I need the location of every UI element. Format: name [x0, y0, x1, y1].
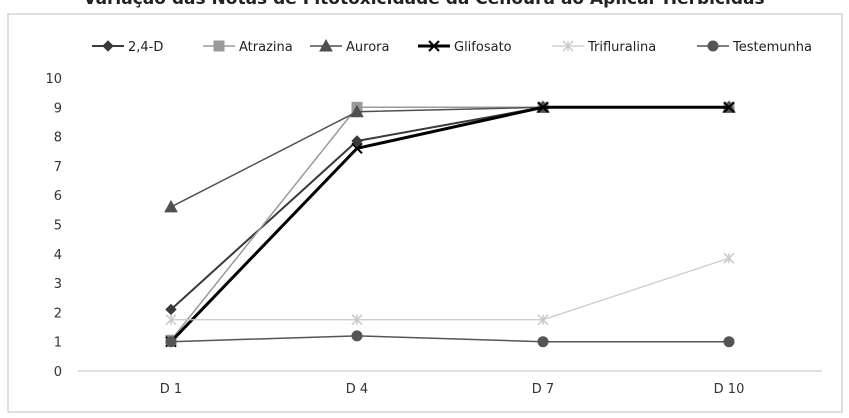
chart-frame — [7, 13, 843, 413]
axes: 0 1 2 3 4 5 6 7 8 9 10 D 1 D 4 D 7 D 10 — [45, 72, 822, 397]
x-tick-label: D 7 — [532, 382, 554, 397]
x-tick-label: D 4 — [346, 382, 368, 397]
y-tick-label: 7 — [54, 160, 62, 175]
y-tick-label: 9 — [54, 101, 62, 116]
data-point-testemunha — [351, 330, 363, 342]
legend-marker — [707, 40, 719, 52]
data-point-testemunha — [723, 336, 735, 348]
data-point-trifluralina — [351, 314, 363, 326]
series-testemunha — [165, 330, 735, 348]
series-atrazina — [165, 101, 735, 346]
data-point-glifosato — [723, 101, 735, 114]
legend-label: 2,4-D — [128, 40, 163, 55]
data-point-glifosato — [537, 101, 549, 114]
legend-label: Testemunha — [732, 40, 812, 55]
series-layer — [164, 100, 736, 348]
legend-label: Atrazina — [239, 40, 293, 55]
series-glifosato — [165, 101, 735, 348]
x-tick-label: D 10 — [714, 382, 745, 397]
legend-item-glifosato: Glifosato — [418, 40, 512, 55]
data-point-testemunha — [165, 336, 177, 348]
legend-item-aurora: Aurora — [310, 38, 389, 55]
data-point-aurora — [164, 199, 178, 213]
y-tick-label: 8 — [54, 131, 62, 146]
legend-marker — [428, 40, 440, 52]
data-point-2-4-d — [351, 135, 363, 147]
y-tick-label: 2 — [54, 306, 62, 321]
y-tick-label: 5 — [54, 219, 62, 234]
y-tick-label: 3 — [54, 277, 62, 292]
data-point-2-4-d — [165, 303, 177, 316]
data-point-trifluralina — [165, 314, 177, 326]
data-point-glifosato — [351, 142, 363, 155]
legend-marker — [562, 40, 574, 52]
series-trifluralina — [165, 252, 735, 326]
x-tick-label: D 1 — [160, 382, 182, 397]
legend: 2,4-D Atrazina Aurora Glifosato Trifluralina… — [92, 38, 812, 55]
data-point-trifluralina — [723, 252, 735, 264]
legend-label: Glifosato — [454, 40, 512, 55]
legend-marker — [213, 40, 225, 52]
legend-item-trifluralina: Trifluralina — [552, 40, 656, 55]
legend-item-2-4-d: 2,4-D — [92, 40, 163, 55]
y-tick-label: 1 — [54, 336, 62, 351]
series-line-glifosato — [169, 105, 729, 343]
y-tick-label: 6 — [54, 189, 62, 204]
legend-item-atrazina: Atrazina — [203, 40, 293, 55]
series-line-trifluralina — [171, 257, 730, 321]
series-aurora — [164, 100, 736, 213]
legend-marker — [319, 38, 333, 52]
series-2-4-d — [165, 101, 735, 316]
data-point-testemunha — [537, 336, 549, 348]
series-line-2-4-d — [170, 106, 729, 311]
y-tick-label: 0 — [54, 365, 62, 380]
chart-title: Variação das Notas de Fitotoxicidade da … — [83, 0, 764, 9]
y-tick-label: 10 — [45, 72, 62, 87]
y-tick-label: 4 — [54, 248, 62, 263]
series-line-testemunha — [170, 335, 729, 343]
legend-item-testemunha: Testemunha — [697, 40, 812, 55]
series-line-atrazina — [170, 106, 729, 341]
legend-marker — [102, 40, 114, 52]
series-line-aurora — [170, 106, 729, 208]
legend-label: Trifluralina — [587, 40, 656, 55]
legend-label: Aurora — [346, 40, 389, 55]
data-point-trifluralina — [537, 314, 549, 326]
data-point-aurora — [350, 104, 364, 118]
